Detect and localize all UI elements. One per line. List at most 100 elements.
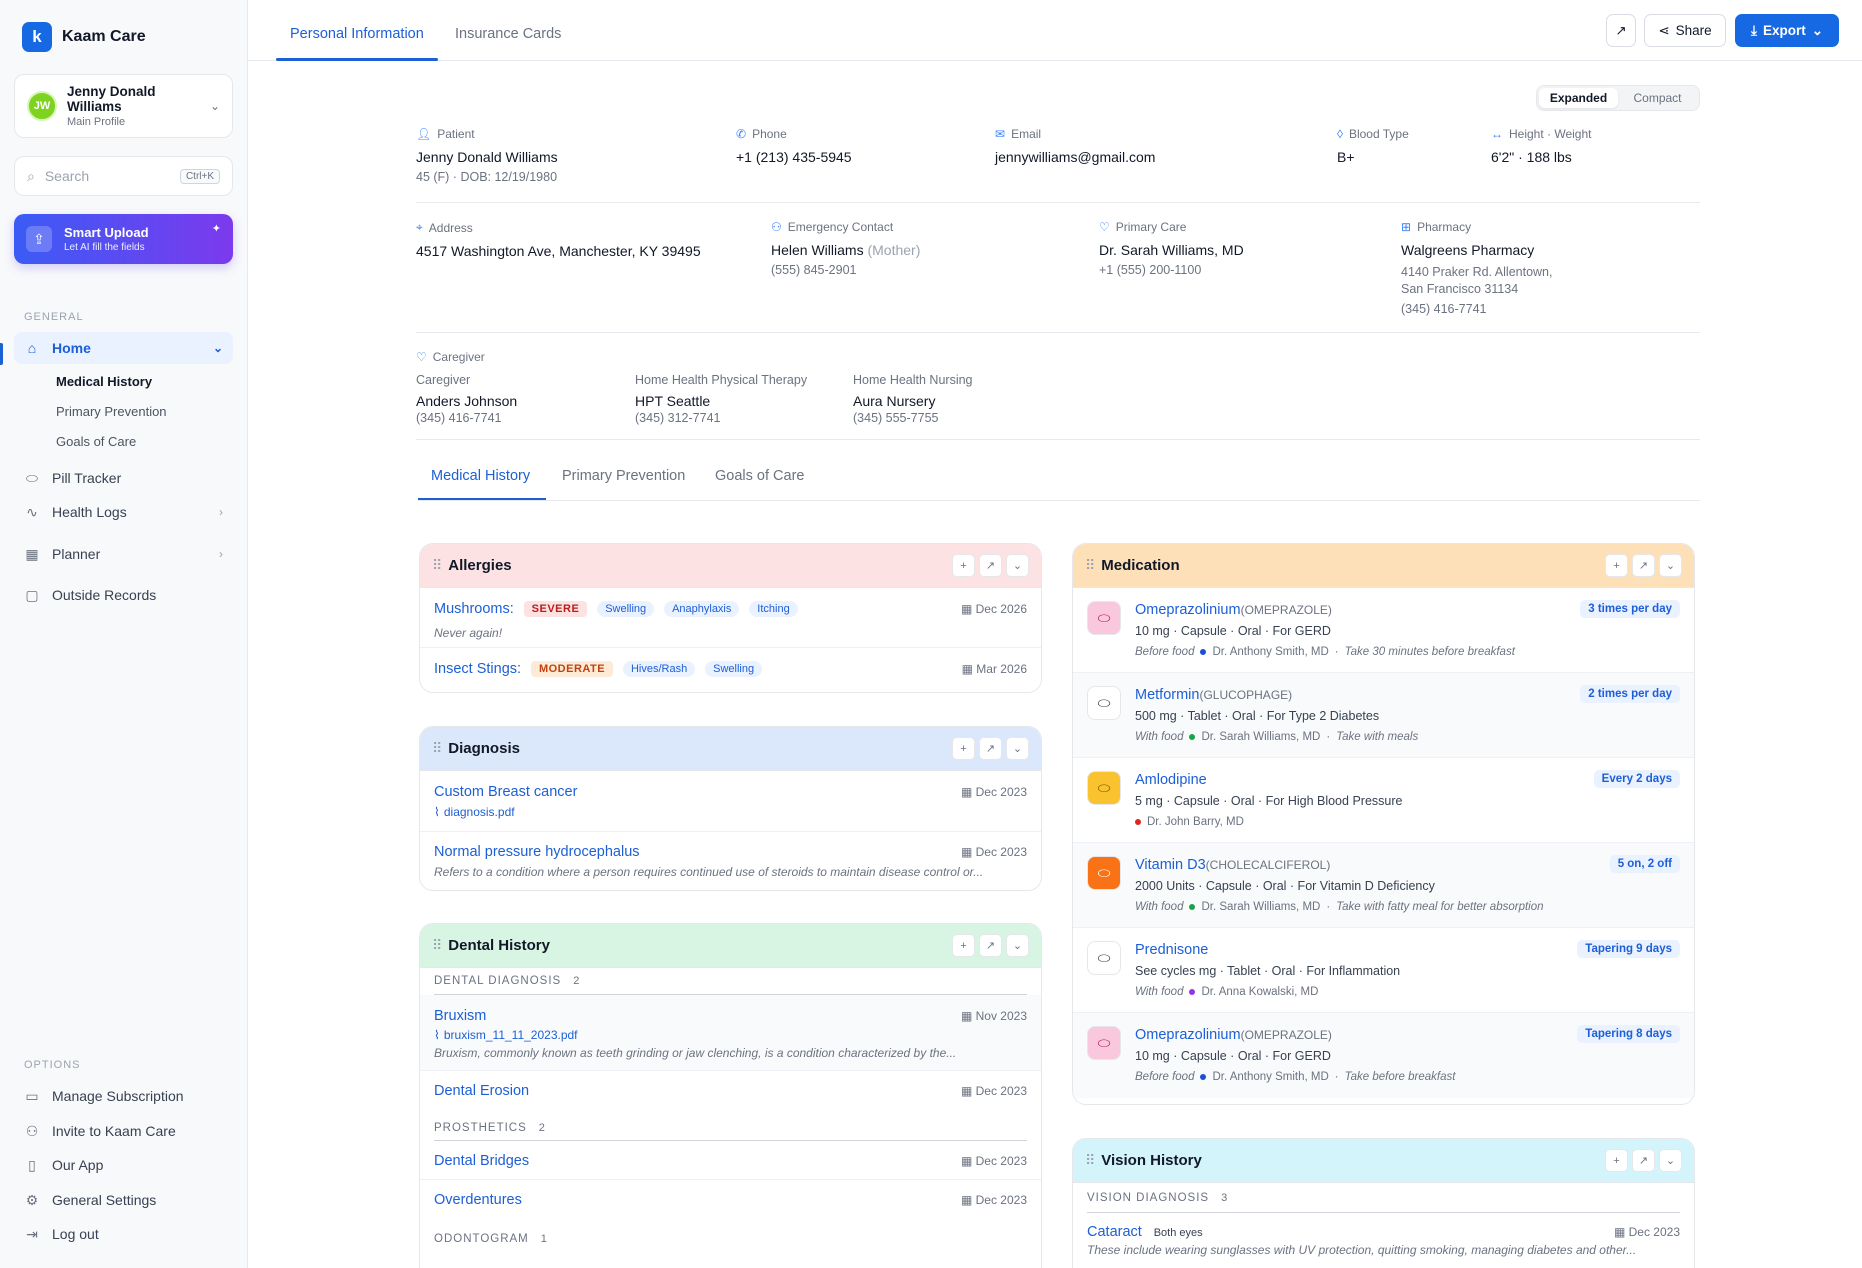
medication-generic: (GLUCOPHAGE)	[1199, 688, 1293, 702]
dental-row[interactable]: Bruxism ▦ Nov 2023 ⌇ bruxism_11_11_2023.p…	[420, 995, 1041, 1071]
diagnosis-row[interactable]: Custom Breast cancer ▦ Dec 2023 ⌇ diagnos…	[420, 771, 1041, 832]
tab-insurance-cards[interactable]: Insurance Cards	[455, 26, 562, 42]
medication-row[interactable]: ⬭ Metformin(GLUCOPHAGE) 2 times per day 500…	[1073, 673, 1694, 758]
primary-care-phone[interactable]: +1 (555) 200-1100	[1099, 263, 1202, 277]
medication-detail: 10 mg · Capsule · Oral · For GERD	[1135, 1049, 1331, 1063]
dental-row[interactable]: Dental Bridges ▦ Dec 2023	[420, 1141, 1041, 1180]
collapse-icon[interactable]: ⌄	[1006, 934, 1029, 957]
export-button[interactable]: ⤓ Export ⌄	[1735, 14, 1839, 47]
profile-switcher[interactable]: JW Jenny Donald Williams Main Profile ⌄	[14, 74, 233, 138]
sidebar-item-planner[interactable]: ▦ Planner ›	[14, 538, 233, 570]
email-value[interactable]: jennywilliams@gmail.com	[995, 149, 1156, 165]
field-label: Caregiver	[432, 350, 485, 364]
section-label: ODONTOGRAM	[434, 1233, 529, 1245]
drag-handle-icon[interactable]: ⠿	[432, 557, 442, 573]
section-count: 1	[540, 1233, 548, 1245]
medication-row[interactable]: ⬭ Amlodipine Every 2 days 5 mg · Capsule · …	[1073, 758, 1694, 843]
allergy-row[interactable]: Insect Stings: MODERATE Hives/Rash Swell…	[420, 648, 1041, 692]
add-icon[interactable]: +	[1605, 554, 1628, 577]
add-icon[interactable]: +	[1605, 1149, 1628, 1172]
expand-icon[interactable]: ↗	[979, 934, 1002, 957]
medication-row[interactable]: ⬭ Prednisone Tapering 9 days See cycles mg …	[1073, 928, 1694, 1013]
date-label: ▦ Dec 2023	[961, 1193, 1027, 1207]
sidebar-item-general-settings[interactable]: ⚙ General Settings	[14, 1184, 233, 1216]
attachment-link[interactable]: ⌇ diagnosis.pdf	[434, 805, 1027, 819]
drag-handle-icon[interactable]: ⠿	[1085, 557, 1095, 573]
vision-row[interactable]: Cataract Both eyes ▦ Dec 2023 These incl…	[1073, 1213, 1694, 1268]
sidebar-item-our-app[interactable]: ▯ Our App	[14, 1149, 233, 1181]
toggle-expanded[interactable]: Expanded	[1539, 88, 1618, 108]
sidebar-item-outside-records[interactable]: ▢ Outside Records	[14, 579, 233, 611]
vision-note: These include wearing sunglasses with UV…	[1087, 1243, 1637, 1257]
tab-goals-of-care[interactable]: Goals of Care	[715, 468, 805, 484]
diagnosis-name: Normal pressure hydrocephalus	[434, 844, 640, 860]
caregiver-entry: Home Health Nursing Aura Nursery (345) 5…	[853, 372, 973, 426]
caregiver-phone[interactable]: (345) 555-7755	[853, 411, 939, 425]
drag-handle-icon[interactable]: ⠿	[1085, 1152, 1095, 1168]
paperclip-icon: ⌇	[434, 1028, 440, 1042]
add-icon[interactable]: +	[952, 934, 975, 957]
sidebar-item-manage-subscription[interactable]: ▭ Manage Subscription	[14, 1080, 233, 1112]
view-toggle: Expanded Compact	[1536, 85, 1700, 111]
height-weight-value: 6'2" · 188 lbs	[1491, 149, 1572, 165]
section-options: OPTIONS	[24, 1059, 81, 1071]
field-label: Email	[1011, 127, 1042, 141]
allergy-name: Mushrooms:	[434, 601, 514, 617]
sidebar-subitem-primary-prevention[interactable]: Primary Prevention	[56, 404, 167, 419]
open-external-button[interactable]: ↗	[1606, 14, 1636, 47]
medication-timing: With food	[1135, 986, 1184, 998]
tab-primary-prevention[interactable]: Primary Prevention	[562, 468, 686, 484]
smart-upload-button[interactable]: ⇪ Smart Upload Let AI fill the fields ✦	[14, 214, 233, 264]
dental-row[interactable]: Overdentures ▦ Dec 2023	[420, 1180, 1041, 1219]
emergency-phone[interactable]: (555) 845-2901	[771, 263, 857, 277]
add-icon[interactable]: +	[952, 554, 975, 577]
medication-row[interactable]: ⬭ Vitamin D3(CHOLECALCIFEROL) 5 on, 2 off 2…	[1073, 843, 1694, 928]
expand-icon[interactable]: ↗	[1632, 554, 1655, 577]
drag-handle-icon[interactable]: ⠿	[432, 937, 442, 953]
sidebar-item-log-out[interactable]: ⇥ Log out	[14, 1218, 233, 1250]
medication-name: Amlodipine	[1135, 772, 1207, 788]
drag-handle-icon[interactable]: ⠿	[432, 740, 442, 756]
share-button[interactable]: ⋖ Share	[1644, 14, 1726, 47]
caregiver-phone[interactable]: (345) 312-7741	[635, 411, 721, 425]
sidebar-subitem-goals-of-care[interactable]: Goals of Care	[56, 434, 137, 449]
search-input[interactable]: ⌕ Search Ctrl+K	[14, 156, 233, 196]
pill-icon: ⬭	[1087, 771, 1121, 805]
sidebar-subitem-medical-history[interactable]: Medical History	[56, 374, 153, 389]
prescriber-dot	[1189, 734, 1196, 740]
chevron-right-icon: ›	[219, 547, 223, 561]
medication-row[interactable]: ⬭ Omeprazolinium(OMEPRAZOLE) Tapering 8 da…	[1073, 1013, 1694, 1098]
sidebar-item-home[interactable]: ⌂ Home ⌄	[14, 332, 233, 364]
collapse-icon[interactable]: ⌄	[1659, 554, 1682, 577]
caregiver-phone[interactable]: (345) 416-7741	[416, 411, 502, 425]
pharmacy-phone[interactable]: (345) 416-7741	[1401, 302, 1487, 316]
sidebar-item-pill-tracker[interactable]: ⬭ Pill Tracker	[14, 462, 233, 494]
sidebar-item-health-logs[interactable]: ∿ Health Logs ›	[14, 496, 233, 528]
medication-row[interactable]: ⬭ Omeprazolinium(OMEPRAZOLE) 3 times per d…	[1073, 588, 1694, 673]
allergy-row[interactable]: Mushrooms: SEVERE Swelling Anaphylaxis I…	[420, 588, 1041, 648]
sidebar-item-invite[interactable]: ⚇ Invite to Kaam Care	[14, 1115, 233, 1147]
collapse-icon[interactable]: ⌄	[1006, 737, 1029, 760]
file-icon: ▢	[25, 586, 39, 603]
dental-row[interactable]: Dental Erosion ▦ Dec 2023	[420, 1071, 1041, 1109]
toggle-compact[interactable]: Compact	[1633, 91, 1682, 105]
phone-value[interactable]: +1 (213) 435-5945	[736, 149, 852, 165]
reaction-tag: Anaphylaxis	[664, 601, 740, 618]
calendar-icon: ▦	[25, 545, 39, 562]
collapse-icon[interactable]: ⌄	[1659, 1149, 1682, 1172]
chevron-down-icon: ⌄	[212, 341, 223, 355]
tab-personal-information[interactable]: Personal Information	[290, 26, 424, 42]
attachment-link[interactable]: ⌇ bruxism_11_11_2023.pdf	[434, 1028, 1027, 1042]
expand-icon[interactable]: ↗	[979, 554, 1002, 577]
collapse-icon[interactable]: ⌄	[1006, 554, 1029, 577]
app-logo[interactable]: k Kaam Care	[0, 0, 247, 52]
severity-badge: MODERATE	[530, 661, 614, 678]
expand-icon[interactable]: ↗	[1632, 1149, 1655, 1172]
expand-icon[interactable]: ↗	[979, 737, 1002, 760]
tab-medical-history[interactable]: Medical History	[431, 468, 531, 484]
credit-card-icon: ▭	[25, 1087, 39, 1104]
caregiver-role: Home Health Nursing	[853, 373, 973, 387]
add-icon[interactable]: +	[952, 737, 975, 760]
card-header: ⠿ Medication + ↗ ⌄	[1073, 544, 1694, 588]
diagnosis-row[interactable]: Normal pressure hydrocephalus ▦ Dec 2023…	[420, 832, 1041, 890]
